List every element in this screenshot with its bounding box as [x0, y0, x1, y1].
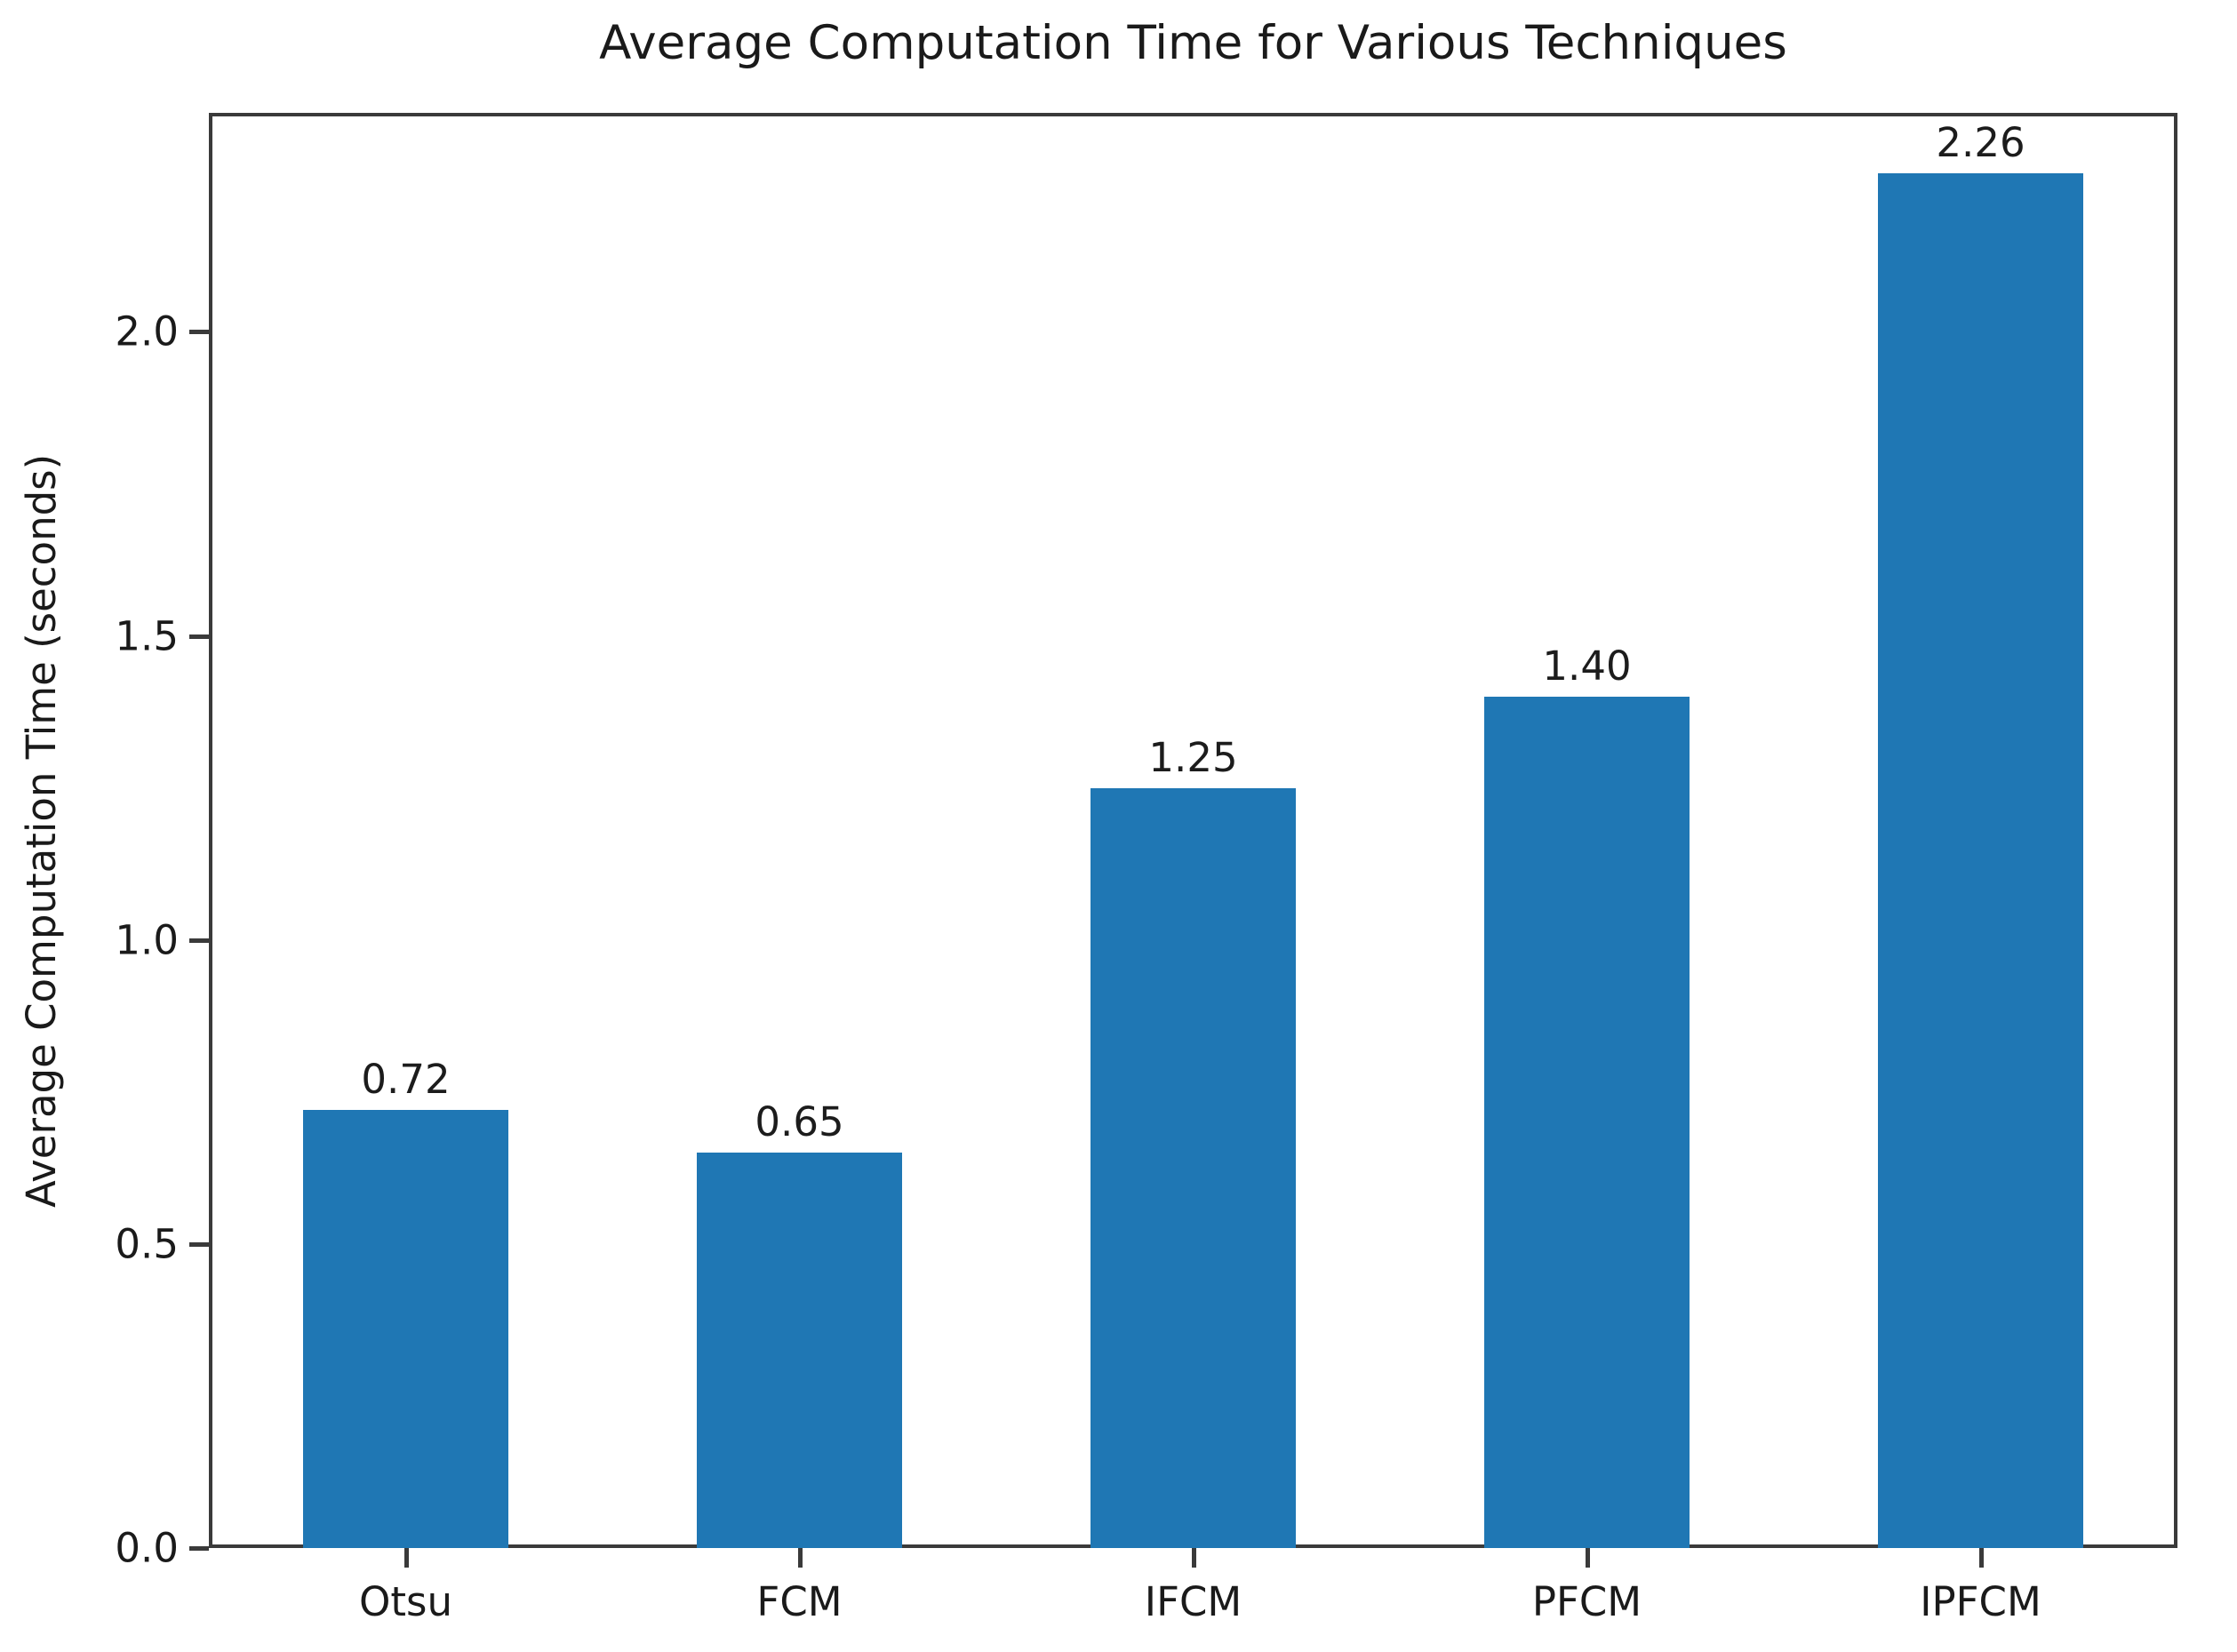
y-tick-label: 2.0: [115, 307, 179, 355]
x-tick-mark: [403, 1548, 409, 1568]
bar: [1091, 787, 1296, 1548]
bar: [1878, 173, 2083, 1548]
bar: [303, 1110, 508, 1548]
y-tick-mark: [189, 634, 209, 639]
bar-value-label: 1.40: [1542, 642, 1632, 690]
x-tick-label: IFCM: [1144, 1578, 1242, 1625]
y-tick-label: 0.0: [115, 1524, 179, 1572]
x-tick-mark: [797, 1548, 803, 1568]
bar: [697, 1153, 902, 1548]
chart-title: Average Computation Time for Various Tec…: [599, 16, 1787, 70]
x-tick-label: FCM: [756, 1578, 843, 1625]
y-tick-mark: [189, 330, 209, 335]
x-tick-mark: [1585, 1548, 1590, 1568]
y-tick-mark: [189, 1241, 209, 1247]
x-tick-mark: [1978, 1548, 1984, 1568]
bar-value-label: 2.26: [1936, 119, 2025, 167]
x-tick-label: IPFCM: [1920, 1578, 2041, 1625]
y-tick-mark: [189, 938, 209, 943]
x-tick-mark: [1191, 1548, 1196, 1568]
bar-value-label: 1.25: [1148, 733, 1238, 781]
bar-value-label: 0.65: [755, 1098, 844, 1146]
y-tick-label: 1.5: [115, 612, 179, 660]
bar: [1484, 696, 1690, 1548]
y-tick-label: 0.5: [115, 1220, 179, 1268]
x-tick-label: PFCM: [1531, 1578, 1642, 1625]
bar-value-label: 0.72: [361, 1056, 451, 1104]
y-tick-label: 1.0: [115, 916, 179, 964]
x-tick-label: Otsu: [358, 1578, 453, 1625]
y-tick-mark: [189, 1546, 209, 1551]
